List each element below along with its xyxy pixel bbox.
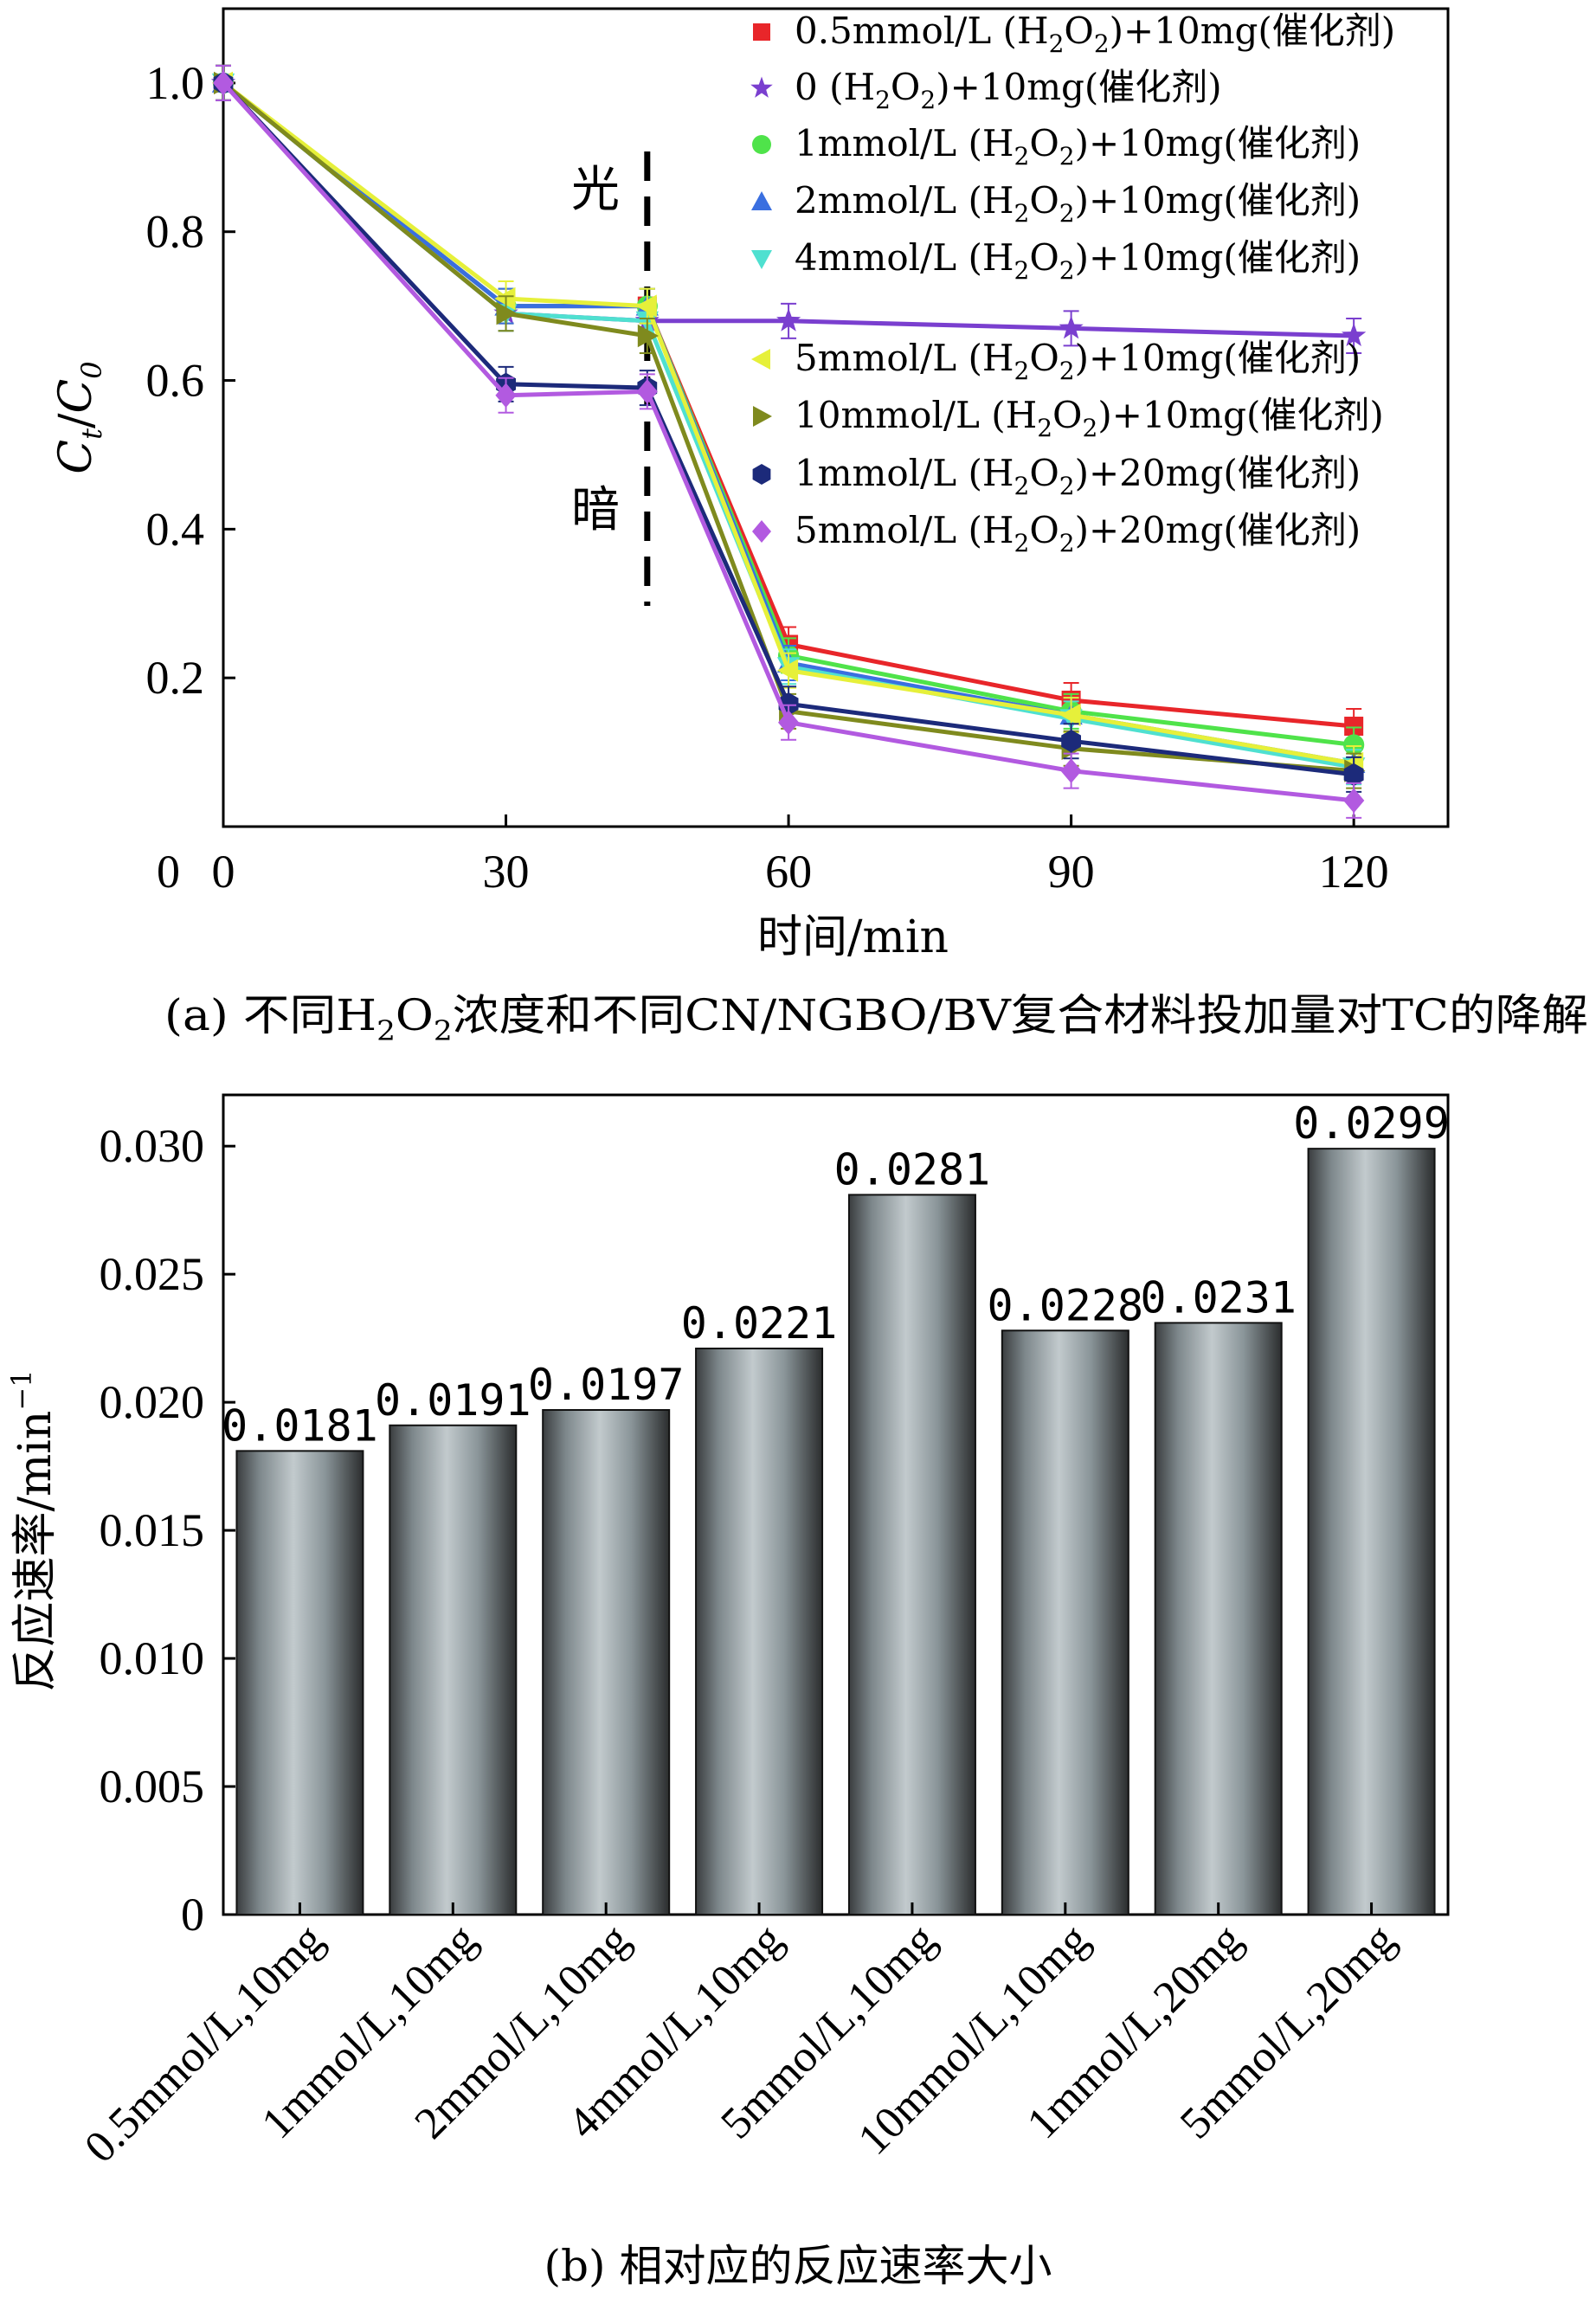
data-point: [494, 286, 516, 311]
data-point: [1059, 315, 1084, 339]
x-tick-label: 60: [765, 846, 812, 898]
bar-value-label: 0.0181: [222, 1400, 378, 1451]
bar-value-label: 0.0228: [988, 1280, 1144, 1330]
bar: [542, 1409, 671, 1916]
legend-entry: 1mmol/L (H2O2)+10mg(催化剂): [795, 122, 1361, 171]
legend-marker: [753, 23, 770, 41]
y-tick-label: 0.020: [100, 1376, 205, 1428]
bar: [1001, 1329, 1129, 1915]
series-line: [222, 80, 1355, 766]
data-point: [1061, 730, 1081, 753]
legend-marker: [751, 349, 770, 370]
y-tick-label: 0.8: [146, 206, 205, 258]
x-tick-label: 0: [212, 846, 235, 898]
legend-entry: 5mmol/L (H2O2)+10mg(催化剂): [795, 337, 1361, 385]
legend-entry: 10mmol/L (H2O2)+10mg(催化剂): [795, 394, 1384, 442]
data-point: [636, 379, 658, 404]
bar-value-label: 0.0299: [1293, 1098, 1450, 1149]
bar-value-label: 0.0197: [528, 1360, 685, 1410]
line-chart-panel-a: 0 30 60 90 120 0 0.2 0.4 0.6 0.8 1.0 时间/min Ct/C0 光暗 0…: [50, 7, 1588, 1047]
legend: 0.5mmol/L (H2O2)+10mg(催化剂) 0 (H2O2)+10mg(…: [750, 10, 1395, 557]
legend-marker: [752, 520, 771, 543]
data-point: [1343, 763, 1364, 787]
plot-frame: [222, 7, 1450, 828]
bar-value-label: 0.0191: [375, 1375, 531, 1426]
legend-entry: 1mmol/L (H2O2)+20mg(催化剂): [795, 452, 1361, 500]
x-tick-label: 30: [483, 846, 530, 898]
legend-marker: [752, 464, 771, 485]
x-axis-title: 时间/min: [757, 911, 949, 963]
series-line: [222, 81, 1355, 777]
y-axis-title: Ct/C0: [50, 361, 108, 473]
series-9: [212, 64, 1365, 819]
plot-frame: [222, 1093, 1450, 1916]
x-tick-label: 120: [1319, 846, 1389, 898]
bar: [1307, 1148, 1436, 1915]
data-point: [1344, 717, 1364, 737]
legend-marker: [751, 191, 772, 210]
legend-marker: [750, 76, 773, 98]
data-point: [212, 70, 235, 96]
bar-value-label: 0.0281: [834, 1144, 991, 1194]
y-tick-label: 0.6: [146, 355, 205, 407]
legend-entry: 0 (H2O2)+10mg(催化剂): [795, 66, 1222, 114]
y-tick-label: 0.015: [100, 1504, 205, 1556]
y-tick-label: 0.010: [100, 1632, 205, 1684]
series-line: [222, 80, 1355, 774]
legend-entry: 0.5mmol/L (H2O2)+10mg(催化剂): [795, 10, 1395, 58]
data-point: [637, 324, 659, 348]
legend-entry: 2mmol/L (H2O2)+10mg(催化剂): [795, 179, 1361, 228]
y-origin-label: 0: [157, 846, 180, 898]
data-point: [776, 659, 799, 682]
bar: [235, 1450, 364, 1915]
data-point: [1342, 323, 1367, 346]
data-point: [635, 294, 657, 318]
data-point: [495, 383, 517, 408]
series-line: [222, 81, 1355, 803]
y-tick-label: 0.2: [146, 652, 205, 704]
bar: [389, 1424, 518, 1915]
annotation-dark: 暗: [571, 482, 620, 538]
data-point: [1059, 703, 1081, 727]
y-axis-title: 反应速率/min−1: [5, 1369, 61, 1691]
y-tick-label: 0: [181, 1889, 204, 1941]
x-tick-label: 90: [1048, 846, 1095, 898]
caption-b: (b) 相对应的反应速率大小: [544, 2241, 1052, 2291]
data-point: [776, 308, 801, 332]
y-tick-label: 1.0: [146, 57, 205, 109]
data-point: [1060, 758, 1082, 783]
data-point: [1343, 788, 1365, 814]
bar: [847, 1194, 976, 1915]
data-point: [496, 302, 518, 325]
legend-entry: 4mmol/L (H2O2)+10mg(催化剂): [795, 236, 1361, 285]
legend-marker: [753, 406, 772, 427]
y-tick-label: 0.4: [146, 503, 205, 555]
bar: [695, 1347, 824, 1915]
caption-a: (a) 不同H 2O2浓度和不同CN/NGBO/BV复合材料投加量对TC的降解: [164, 990, 1588, 1047]
legend-entry: 5mmol/L (H2O2)+20mg(催化剂): [795, 509, 1361, 557]
y-tick-label: 0.030: [100, 1120, 205, 1172]
bar-value-label: 0.0221: [681, 1298, 838, 1349]
data-point: [778, 710, 800, 735]
y-tick-label: 0.005: [100, 1761, 205, 1812]
bar: [1154, 1322, 1283, 1915]
legend-marker: [751, 250, 772, 269]
legend-marker: [752, 135, 771, 154]
y-tick-label: 0.025: [100, 1248, 205, 1300]
annotation-light: 光: [571, 162, 620, 218]
bar-chart-panel-b: 0 0.005 0.010 0.015 0.020 0.025 0.030 反应速率/min−…: [5, 1093, 1450, 2291]
bar-value-label: 0.0231: [1140, 1272, 1297, 1323]
